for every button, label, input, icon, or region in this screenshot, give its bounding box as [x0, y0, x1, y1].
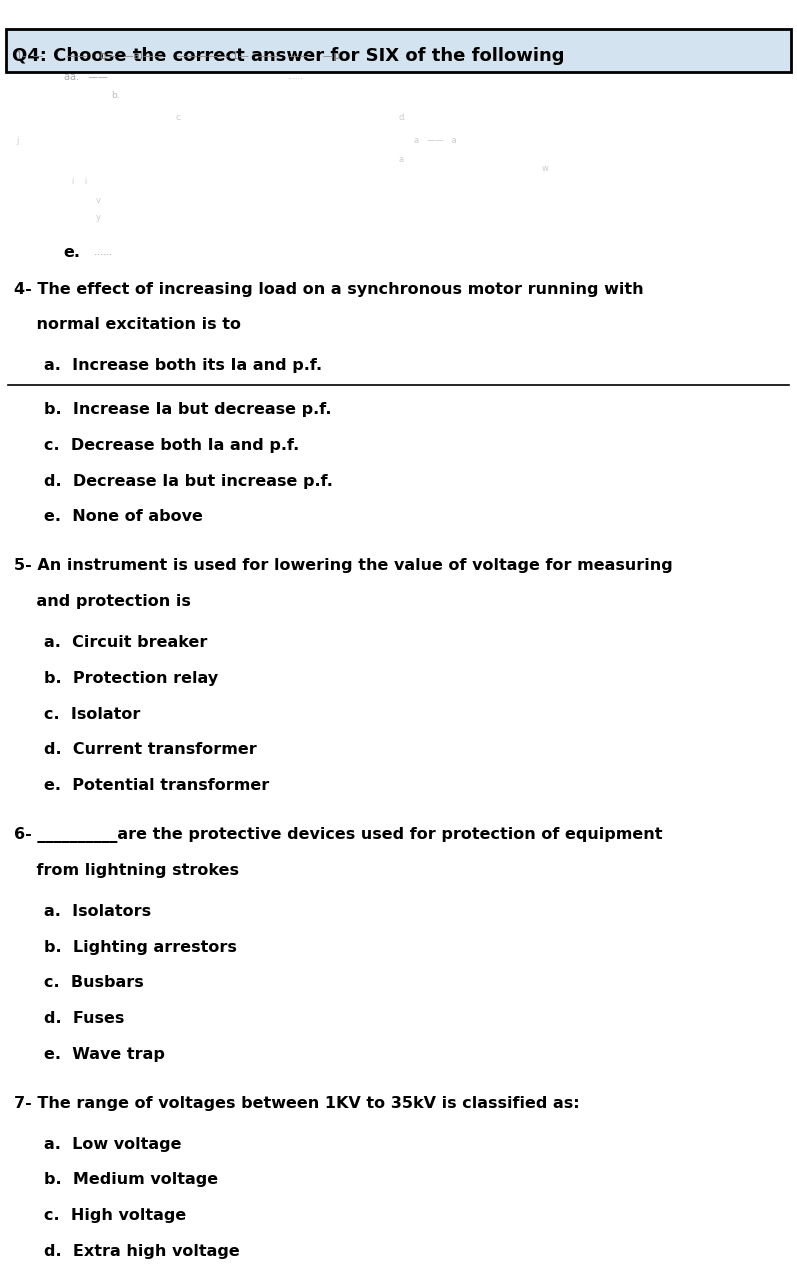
- Text: from lightning strokes: from lightning strokes: [14, 863, 239, 878]
- Text: e.  None of above: e. None of above: [44, 509, 202, 525]
- Text: 4- The effect of increasing load on a synchronous motor running with: 4- The effect of increasing load on a sy…: [14, 282, 644, 297]
- Text: w: w: [542, 164, 549, 174]
- Text: ......: ......: [287, 72, 303, 82]
- Text: a.  Low voltage: a. Low voltage: [44, 1137, 182, 1152]
- Text: 5- An instrument is used for lowering the value of voltage for measuring: 5- An instrument is used for lowering th…: [14, 558, 673, 573]
- Text: e.: e.: [64, 244, 80, 260]
- Text: e.  Wave trap: e. Wave trap: [44, 1047, 165, 1062]
- Text: c.: c.: [175, 113, 183, 123]
- Text: b.  Medium voltage: b. Medium voltage: [44, 1172, 218, 1188]
- Text: d.  Decrease Ia but increase p.f.: d. Decrease Ia but increase p.f.: [44, 474, 332, 489]
- Text: and protection is: and protection is: [14, 594, 191, 609]
- Text: c.  Decrease both Ia and p.f.: c. Decrease both Ia and p.f.: [44, 438, 299, 453]
- Text: 7- The range of voltages between 1KV to 35kV is classified as:: 7- The range of voltages between 1KV to …: [14, 1096, 580, 1111]
- Text: b.  Increase Ia but decrease p.f.: b. Increase Ia but decrease p.f.: [44, 402, 332, 417]
- Text: v: v: [96, 196, 100, 206]
- FancyBboxPatch shape: [6, 29, 791, 72]
- Text: i    i: i i: [72, 177, 87, 187]
- Text: d.: d.: [398, 113, 406, 123]
- Text: ......: ......: [88, 247, 112, 257]
- Text: j: j: [16, 136, 18, 146]
- Text: a.  Increase both its Ia and p.f.: a. Increase both its Ia and p.f.: [44, 358, 322, 374]
- Text: d.  Current transformer: d. Current transformer: [44, 742, 257, 758]
- Text: Q4: Choose the correct answer for SIX of the following: Q4: Choose the correct answer for SIX of…: [12, 47, 564, 65]
- Text: b.  Protection relay: b. Protection relay: [44, 671, 218, 686]
- Text: 6- __________are the protective devices used for protection of equipment: 6- __________are the protective devices …: [14, 827, 663, 844]
- Text: c.  Isolator: c. Isolator: [44, 707, 140, 722]
- Text: c.  Busbars: c. Busbars: [44, 975, 143, 991]
- Text: y: y: [96, 212, 100, 223]
- Text: a.  Isolators: a. Isolators: [44, 904, 151, 919]
- Text: 1-  —       ——    b—  —al——    ————— 1—   ——   ——    —p: 1- — —— b— —al—— ————— 1— —— —— —p: [16, 51, 340, 61]
- Text: normal excitation is to: normal excitation is to: [14, 317, 241, 333]
- Text: d.  Fuses: d. Fuses: [44, 1011, 124, 1027]
- Text: a   ——   a: a —— a: [414, 136, 457, 146]
- Text: e.  Potential transformer: e. Potential transformer: [44, 778, 269, 794]
- Text: c.  High voltage: c. High voltage: [44, 1208, 186, 1224]
- Text: d.  Extra high voltage: d. Extra high voltage: [44, 1244, 240, 1260]
- Text: a.  Circuit breaker: a. Circuit breaker: [44, 635, 207, 650]
- Text: aa.   ——: aa. ——: [64, 72, 108, 82]
- Text: a: a: [398, 155, 403, 165]
- Text: b.: b.: [112, 91, 120, 101]
- Text: b.  Lighting arrestors: b. Lighting arrestors: [44, 940, 237, 955]
